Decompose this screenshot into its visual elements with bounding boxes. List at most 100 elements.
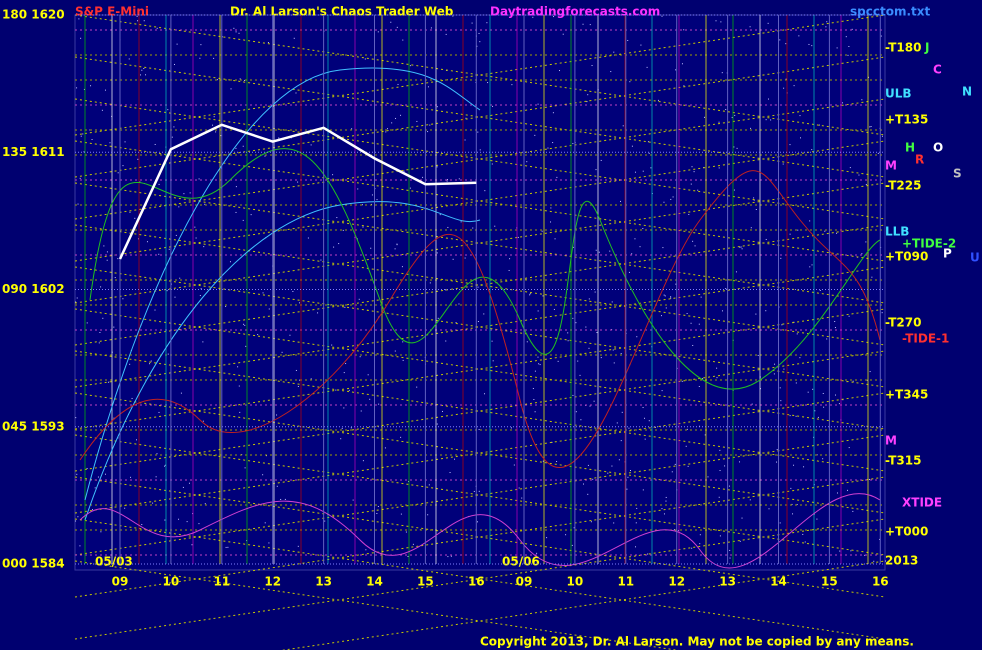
star xyxy=(491,163,493,165)
star xyxy=(864,554,866,556)
star xyxy=(729,557,731,559)
star xyxy=(589,24,591,26)
star xyxy=(155,476,157,478)
star xyxy=(476,521,478,523)
star xyxy=(741,248,743,250)
star xyxy=(77,203,79,205)
harmonic-line xyxy=(74,98,886,220)
star xyxy=(687,465,689,467)
star xyxy=(532,16,534,18)
star xyxy=(402,359,404,361)
star xyxy=(661,15,663,17)
star xyxy=(276,485,278,487)
star xyxy=(427,514,429,516)
star xyxy=(688,213,690,215)
level-label: +T345 xyxy=(885,388,928,402)
star xyxy=(796,503,798,505)
harmonic-line xyxy=(74,224,886,346)
star xyxy=(227,546,229,548)
star xyxy=(134,217,136,219)
star xyxy=(826,21,828,23)
star xyxy=(91,139,93,141)
star xyxy=(610,71,612,73)
star xyxy=(598,251,600,253)
star xyxy=(612,349,614,351)
harmonic-line xyxy=(74,14,886,136)
star xyxy=(235,211,237,213)
star xyxy=(164,465,166,467)
star xyxy=(791,503,793,505)
star xyxy=(735,271,737,273)
star xyxy=(104,89,106,91)
star xyxy=(244,79,246,81)
star xyxy=(176,43,178,45)
star xyxy=(703,116,705,118)
x-tick-label: 12 xyxy=(264,575,281,589)
star xyxy=(749,499,751,501)
star xyxy=(464,257,466,259)
star xyxy=(458,303,460,305)
star xyxy=(90,85,92,87)
harmonic-line xyxy=(74,476,886,598)
star xyxy=(79,545,81,547)
star xyxy=(537,103,539,105)
star xyxy=(293,37,295,39)
star xyxy=(343,407,345,409)
star xyxy=(362,460,364,462)
star xyxy=(284,498,286,500)
star xyxy=(164,464,166,466)
star xyxy=(799,137,801,139)
star xyxy=(476,45,478,47)
site-name: Daytradingforecasts.com xyxy=(490,5,660,19)
harmonic-line xyxy=(74,350,886,472)
star xyxy=(200,288,202,290)
star xyxy=(173,126,175,128)
star xyxy=(721,310,723,312)
star xyxy=(332,174,334,176)
star xyxy=(472,227,474,229)
star xyxy=(595,169,597,171)
star xyxy=(403,170,405,172)
star xyxy=(797,229,799,231)
star xyxy=(613,362,615,364)
star xyxy=(149,363,151,365)
star xyxy=(869,126,871,128)
planet-letter: N xyxy=(962,85,972,99)
star xyxy=(477,286,479,288)
star xyxy=(229,261,231,263)
x-tick-label: 10 xyxy=(163,575,180,589)
star xyxy=(556,176,558,178)
star xyxy=(572,246,574,248)
level-label: XTIDE xyxy=(902,496,942,510)
star xyxy=(751,403,753,405)
star xyxy=(113,417,115,419)
level-label: -TIDE-1 xyxy=(902,332,949,346)
star xyxy=(596,332,598,334)
star xyxy=(154,143,156,145)
star xyxy=(646,66,648,68)
star xyxy=(582,23,584,25)
star xyxy=(865,183,867,185)
star xyxy=(700,296,702,298)
star xyxy=(613,522,615,524)
star xyxy=(158,183,160,185)
level-label: M xyxy=(885,159,897,173)
star xyxy=(553,16,555,18)
star xyxy=(618,459,620,461)
star xyxy=(642,170,644,172)
star xyxy=(262,474,264,476)
star xyxy=(817,416,819,418)
star xyxy=(616,422,618,424)
star xyxy=(592,478,594,480)
star xyxy=(848,46,850,48)
star xyxy=(573,527,575,529)
star xyxy=(100,531,102,533)
star xyxy=(537,310,539,312)
star xyxy=(239,411,241,413)
star xyxy=(233,27,235,29)
star xyxy=(725,288,727,290)
star xyxy=(407,555,409,557)
star xyxy=(591,65,593,67)
star xyxy=(838,403,840,405)
star xyxy=(613,51,615,53)
